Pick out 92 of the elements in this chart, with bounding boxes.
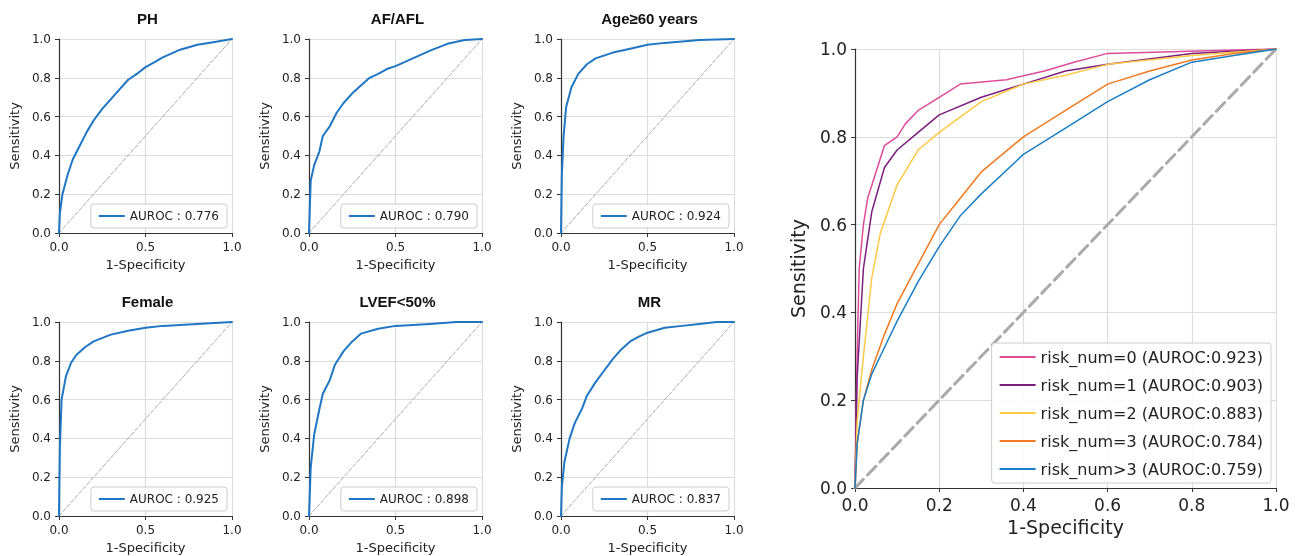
x-tick-label: 0.5 [637,523,658,537]
legend-label: risk_num=2 (AUROC:0.883) [1040,403,1264,424]
chart-title: PH [137,10,158,27]
y-tick-label: 0.6 [281,392,301,407]
x-tick-label: 0.6 [1094,494,1122,515]
legend-label: AUROC : 0.898 [379,492,470,506]
x-axis-title: 1-Specificity [1007,516,1124,539]
x-tick-label: 0.0 [49,523,69,537]
chart-title: AF/AFL [370,10,425,27]
chart-title: Female [121,293,174,310]
y-tick-label: 0.8 [281,70,301,85]
x-tick-label: 1.0 [472,523,492,537]
y-axis-title: Sensitivity [257,101,272,170]
y-tick-label: 0.4 [31,431,51,446]
y-tick-label: 0.8 [533,353,553,368]
y-tick-label: 0.4 [819,302,847,323]
y-tick-label: 0.8 [533,70,553,85]
y-tick-label: 0.2 [819,390,847,411]
x-tick-label: 0.5 [385,240,406,254]
y-tick-label: 0.2 [281,470,301,485]
legend-label: risk_num>3 (AUROC:0.759) [1040,459,1264,480]
x-tick-label: 1.0 [1262,494,1290,515]
x-tick-label: 0.0 [299,523,319,537]
x-tick-label: 1.0 [472,240,492,254]
y-tick-label: 1.0 [31,315,51,329]
chart-title: LVEF<50% [359,293,436,310]
y-axis-title: Sensitivity [509,384,524,453]
y-tick-label: 0.6 [533,109,553,124]
y-tick-label: 0.8 [281,353,301,368]
y-tick-label: 0.8 [31,353,51,368]
x-tick-label: 0.0 [299,240,319,254]
x-axis-title: 1-Specificity [105,539,186,555]
y-tick-label: 0.6 [31,109,51,124]
y-tick-label: 1.0 [31,32,51,46]
x-tick-label: 0.2 [925,494,953,515]
x-axis-title: 1-Specificity [607,539,688,555]
y-tick-label: 1.0 [281,315,301,329]
y-tick-label: 0.4 [281,148,301,163]
x-tick-label: 0.5 [135,240,156,254]
x-tick-label: 0.0 [49,240,69,254]
y-tick-label: 0.6 [533,392,553,407]
y-axis-title: Sensitivity [257,384,272,453]
x-axis-title: 1-Specificity [607,256,688,272]
x-tick-label: 0.0 [551,523,571,537]
y-tick-label: 1.0 [281,32,301,46]
y-tick-label: 1.0 [533,315,553,329]
y-tick-label: 0.0 [533,226,553,240]
x-tick-label: 0.5 [637,240,658,254]
x-tick-label: 0.0 [551,240,571,254]
legend-label: AUROC : 0.837 [631,492,722,506]
y-tick-label: 0.6 [281,109,301,124]
y-tick-label: 0.8 [819,126,847,147]
x-tick-label: 0.4 [1009,494,1037,515]
y-tick-label: 0.2 [31,470,51,485]
x-tick-label: 1.0 [724,523,744,537]
y-tick-label: 0.8 [31,70,51,85]
legend-label: AUROC : 0.776 [129,209,220,223]
x-tick-label: 0.5 [385,523,406,537]
y-axis-title: Sensitivity [509,101,524,170]
y-tick-label: 0.0 [281,226,301,240]
legend-label: risk_num=3 (AUROC:0.784) [1040,431,1264,452]
y-tick-label: 1.0 [533,32,553,46]
y-tick-label: 0.4 [533,148,553,163]
x-axis-title: 1-Specificity [355,256,436,272]
x-tick-label: 0.5 [135,523,156,537]
x-axis-title: 1-Specificity [105,256,186,272]
x-tick-label: 1.0 [724,240,744,254]
x-axis-title: 1-Specificity [355,539,436,555]
y-tick-label: 0.2 [281,187,301,202]
chart-title: Age≥60 years [601,10,698,27]
y-tick-label: 0.4 [281,431,301,446]
x-tick-label: 1.0 [222,240,242,254]
y-tick-label: 0.0 [31,226,51,240]
legend-label: AUROC : 0.925 [129,492,220,506]
y-tick-label: 0.4 [31,148,51,163]
y-tick-label: 0.2 [31,187,51,202]
y-tick-label: 0.2 [533,187,553,202]
x-tick-label: 1.0 [222,523,242,537]
chart-title: MR [637,293,662,310]
y-axis-title: Sensitivity [7,384,22,453]
legend-label: risk_num=1 (AUROC:0.903) [1040,375,1264,396]
y-axis-title: Sensitivity [786,219,809,318]
y-tick-label: 0.2 [533,470,553,485]
y-tick-label: 1.0 [819,39,847,59]
y-tick-label: 0.6 [819,214,847,235]
x-tick-label: 0.8 [1178,494,1206,515]
y-tick-label: 0.6 [31,392,51,407]
legend-label: risk_num=0 (AUROC:0.923) [1040,347,1264,368]
y-tick-label: 0.4 [533,431,553,446]
legend-label: AUROC : 0.924 [631,209,722,223]
y-axis-title: Sensitivity [7,101,22,170]
legend-label: AUROC : 0.790 [379,209,470,223]
